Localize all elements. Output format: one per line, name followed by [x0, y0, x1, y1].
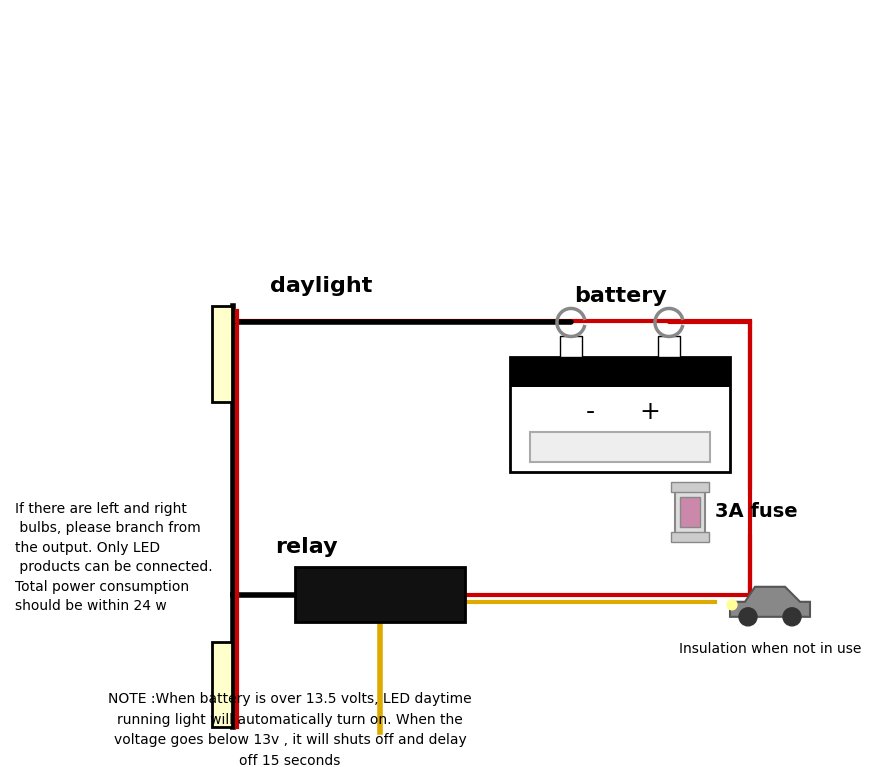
- Bar: [510, 357, 730, 387]
- Text: -: -: [586, 400, 595, 423]
- Bar: [510, 357, 730, 472]
- Text: Installation example:: Installation example:: [298, 27, 596, 51]
- Bar: [295, 567, 465, 622]
- Text: NOTE :When battery is over 13.5 volts, LED daytime
running light will automatica: NOTE :When battery is over 13.5 volts, L…: [108, 692, 472, 767]
- Circle shape: [727, 600, 737, 610]
- Text: When lighting two or so daytime running lights: When lighting two or so daytime running …: [113, 71, 781, 95]
- Bar: [675, 487, 705, 537]
- Bar: [530, 432, 710, 462]
- Text: +: +: [639, 400, 661, 423]
- Text: battery: battery: [574, 286, 666, 307]
- Bar: [658, 337, 680, 357]
- Bar: [212, 307, 232, 402]
- Circle shape: [783, 607, 801, 626]
- Bar: [560, 337, 582, 357]
- Text: If there are left and right
 bulbs, please branch from
the output. Only LED
 pro: If there are left and right bulbs, pleas…: [15, 502, 213, 613]
- Text: daylight: daylight: [270, 276, 373, 296]
- Text: Insulation when not in use: Insulation when not in use: [679, 642, 861, 656]
- Bar: [671, 532, 709, 542]
- Circle shape: [739, 607, 757, 626]
- Bar: [212, 642, 232, 727]
- Polygon shape: [730, 587, 810, 617]
- Text: relay: relay: [275, 537, 338, 557]
- Text: 3A fuse: 3A fuse: [715, 502, 797, 522]
- Bar: [671, 482, 709, 492]
- Bar: [680, 497, 700, 527]
